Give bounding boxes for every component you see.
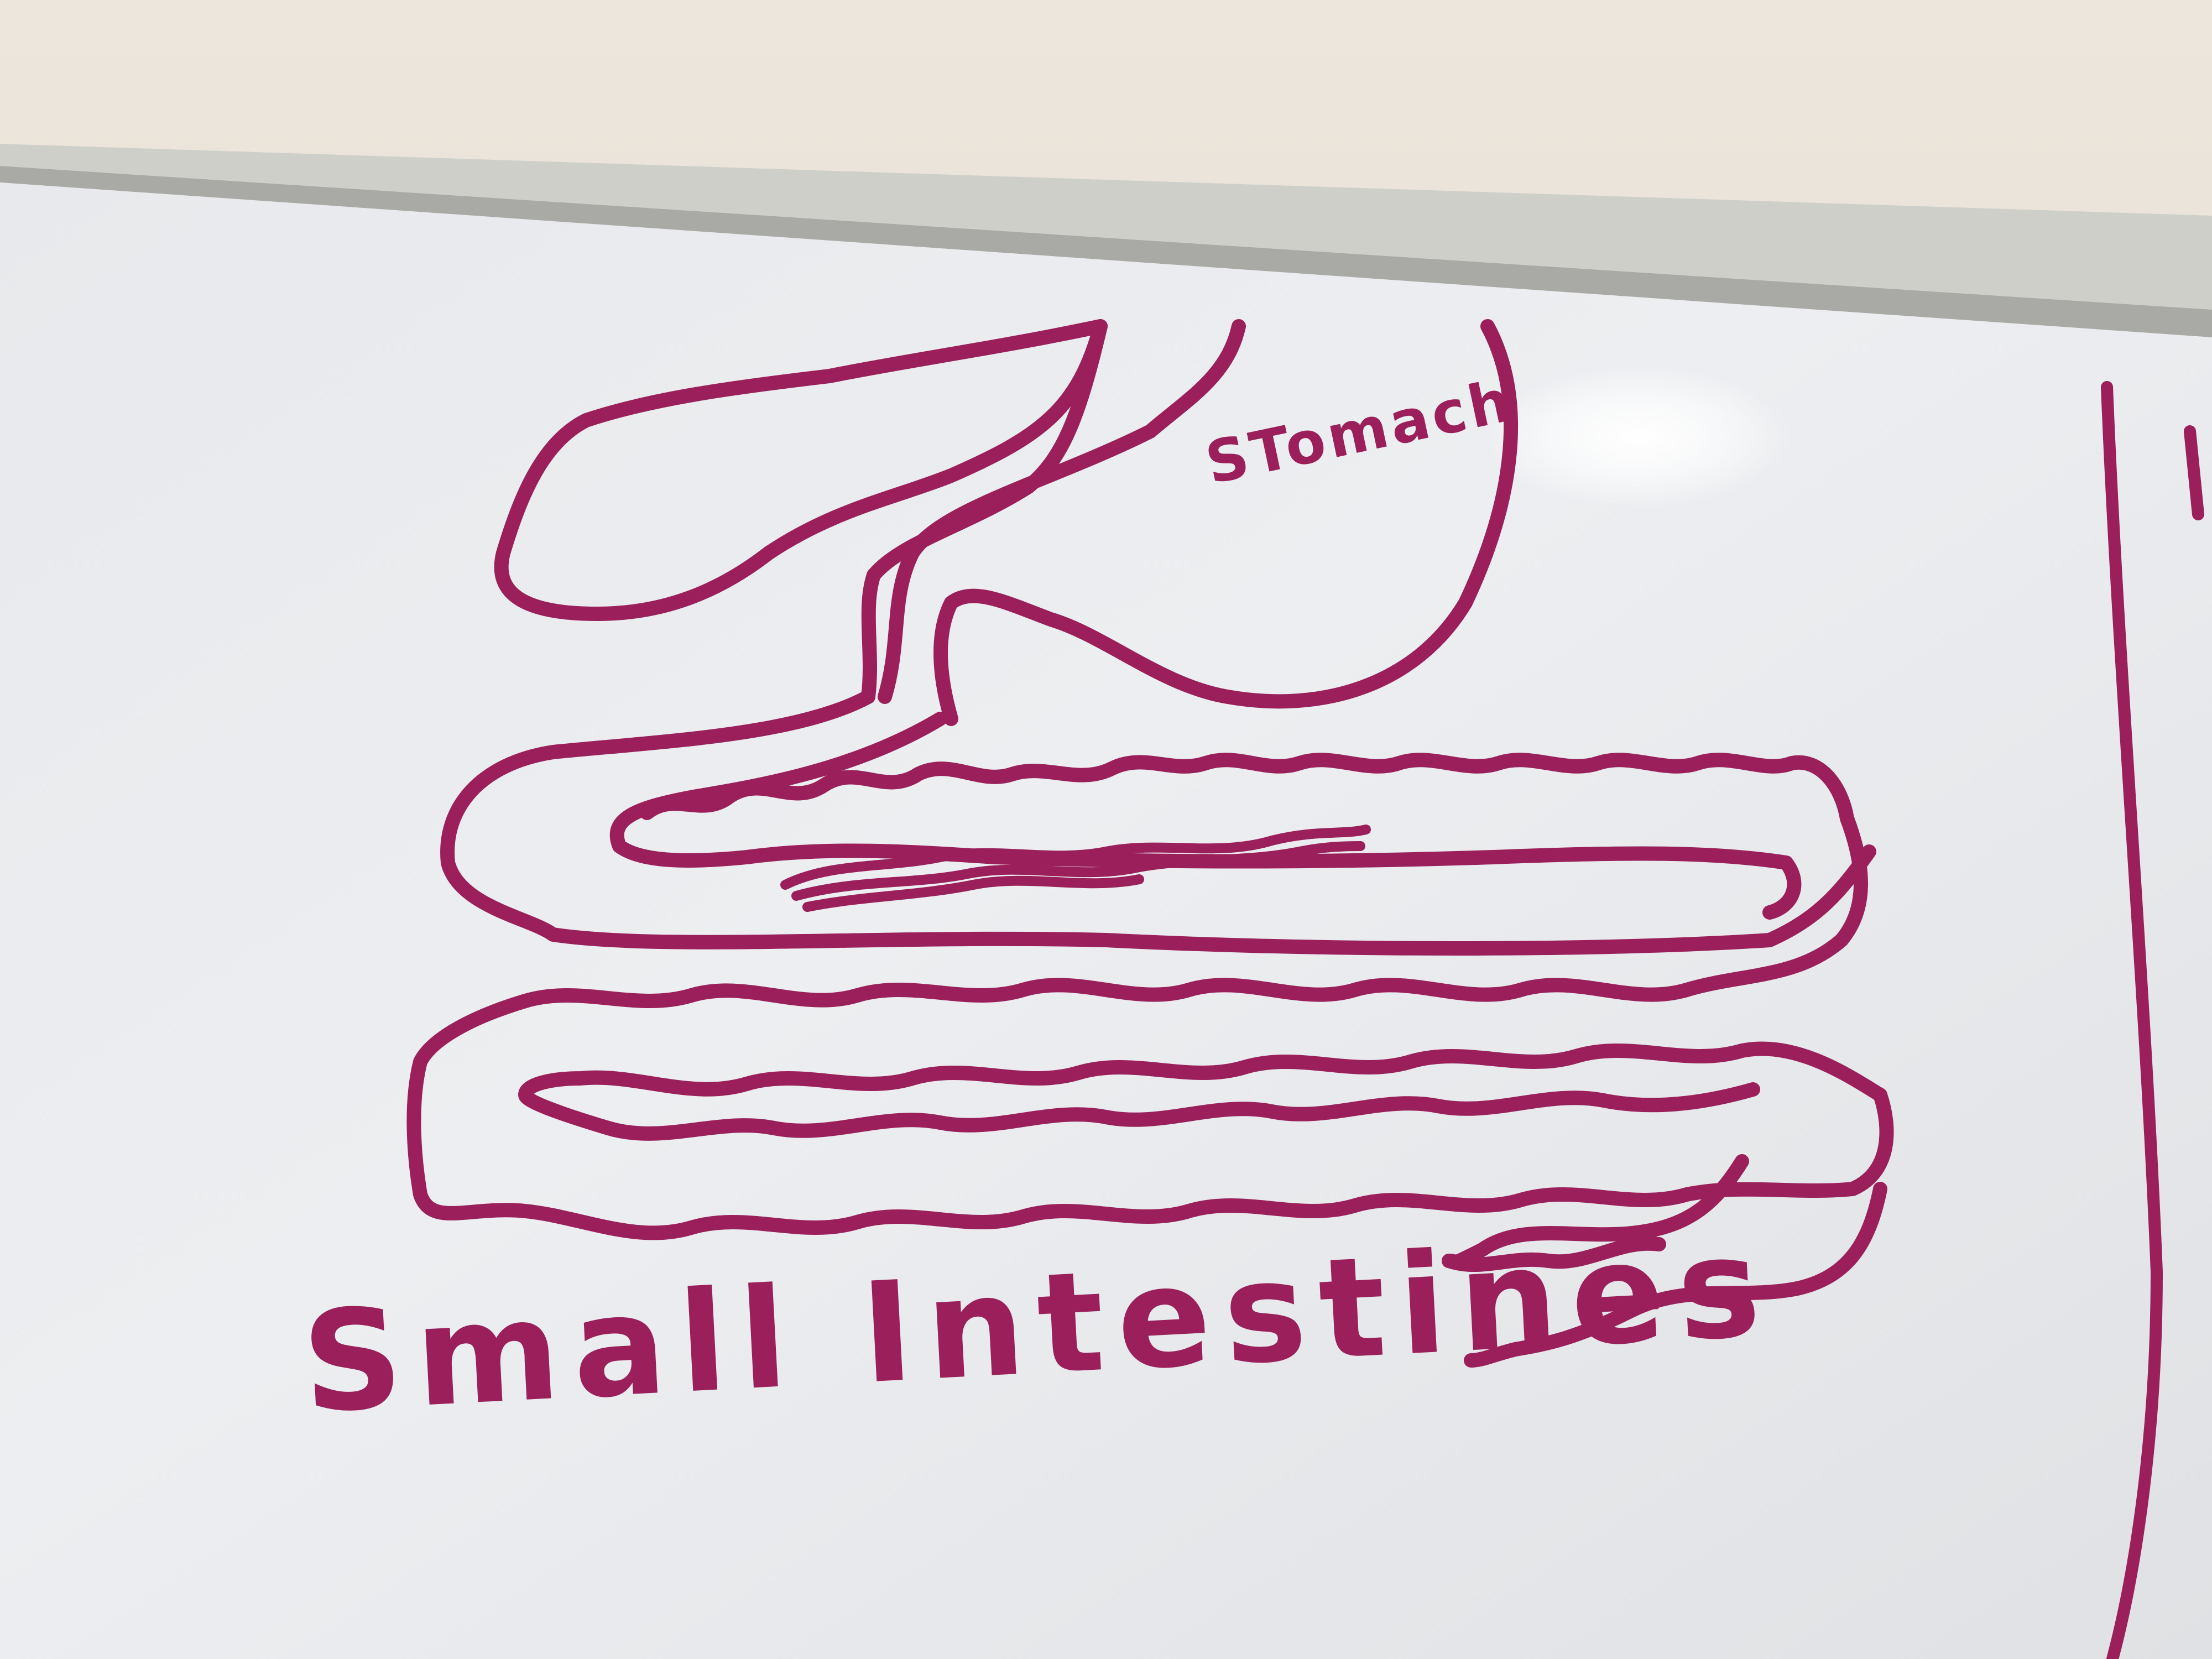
board-edge-mark — [2190, 431, 2198, 514]
light-glare — [1482, 365, 1792, 509]
